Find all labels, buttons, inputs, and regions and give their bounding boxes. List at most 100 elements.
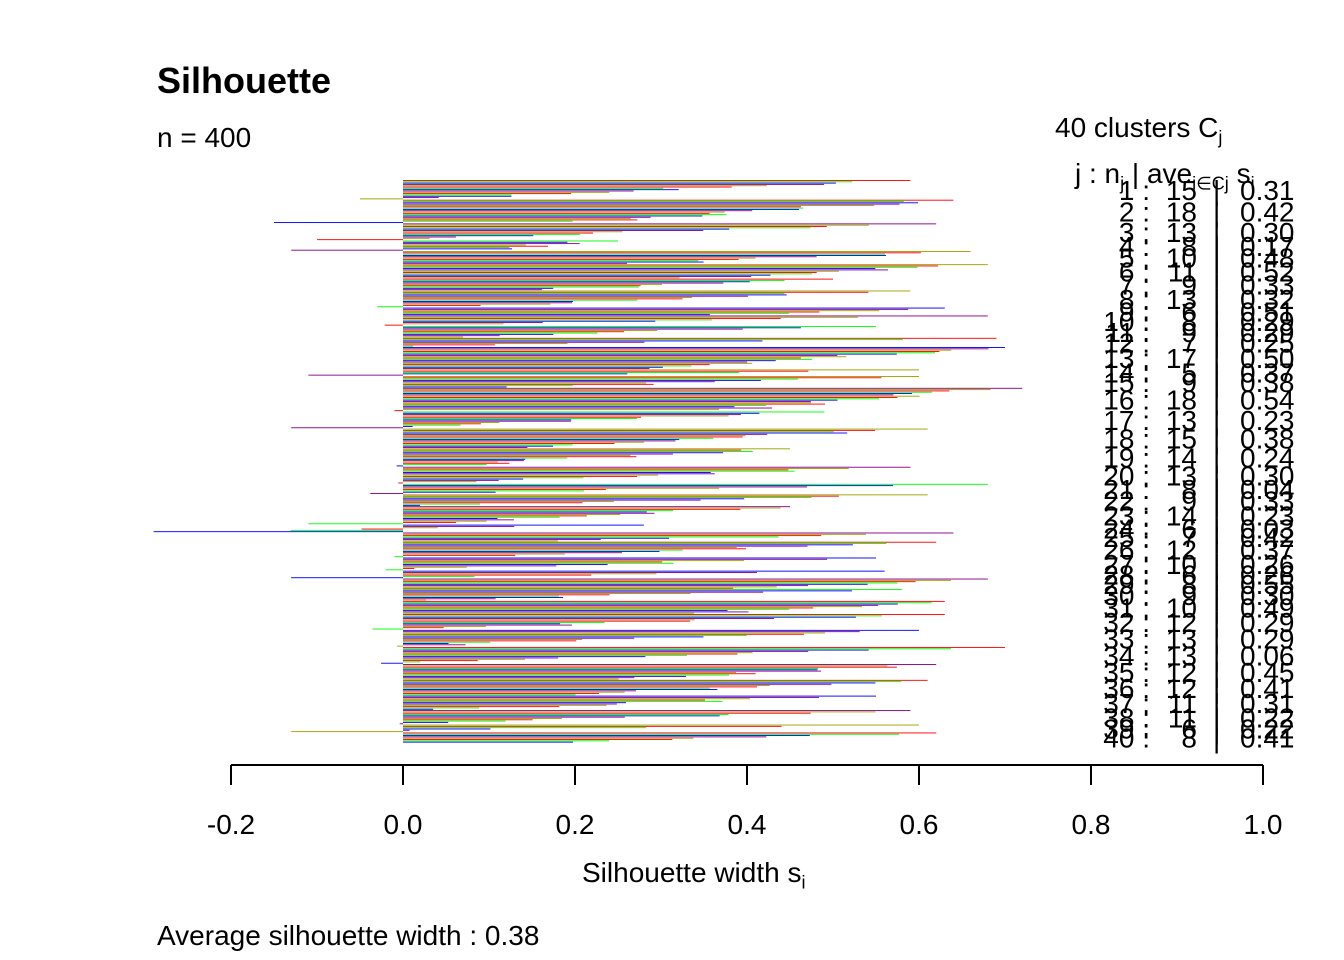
silhouette-bar xyxy=(403,274,771,276)
silhouette-bar xyxy=(403,520,487,522)
silhouette-bar xyxy=(403,204,875,206)
silhouette-bar xyxy=(403,665,888,667)
sample-size-label: n = 400 xyxy=(157,122,252,153)
silhouette-bar xyxy=(403,637,635,639)
silhouette-bar xyxy=(403,264,988,266)
silhouette-bar xyxy=(399,723,403,725)
silhouette-bar xyxy=(403,497,812,498)
silhouette-bar xyxy=(403,632,826,634)
silhouette-bar xyxy=(403,231,623,233)
cluster-label: 38 :11 | 0.22 xyxy=(1103,702,1294,733)
x-tick-label: 0.6 xyxy=(900,809,939,840)
silhouette-bar xyxy=(403,228,730,230)
silhouette-bar xyxy=(403,508,741,510)
silhouette-bar xyxy=(403,606,862,608)
silhouette-bar xyxy=(403,345,414,347)
silhouette-bar xyxy=(403,507,781,509)
x-tick-label: 1.0 xyxy=(1244,809,1283,840)
silhouette-bar xyxy=(403,408,720,410)
cluster-label: 35 :12 | 0.45 xyxy=(1103,657,1294,688)
bars-group xyxy=(153,180,1023,743)
silhouette-bar xyxy=(403,343,568,345)
silhouette-bar xyxy=(403,199,954,201)
silhouette-bar xyxy=(403,610,728,612)
silhouette-bar xyxy=(403,258,739,260)
cluster-label: 1 :15 | 0.31 xyxy=(1119,175,1295,206)
silhouette-bar xyxy=(403,279,785,281)
silhouette-bar xyxy=(403,423,481,425)
silhouette-bar xyxy=(403,240,618,242)
cluster-label: 6 :11 | 0.52 xyxy=(1119,256,1295,287)
silhouette-bar xyxy=(403,525,515,527)
silhouette-bar xyxy=(403,539,601,541)
silhouette-bar xyxy=(403,283,662,285)
silhouette-bar xyxy=(403,578,988,580)
silhouette-bar xyxy=(403,308,909,310)
silhouette-bar xyxy=(403,248,512,250)
silhouette-bar xyxy=(403,361,748,363)
silhouette-bar xyxy=(381,662,403,664)
cluster-label: 26 :12 | 0.37 xyxy=(1103,535,1294,566)
silhouette-bar xyxy=(403,227,811,229)
silhouette-bar xyxy=(403,562,674,564)
silhouette-bar xyxy=(403,219,638,221)
silhouette-bar xyxy=(403,447,528,448)
silhouette-bar xyxy=(403,195,512,197)
silhouette-bar xyxy=(403,737,694,739)
silhouette-bar xyxy=(403,572,757,573)
silhouette-bar xyxy=(403,445,553,447)
silhouette-bar xyxy=(403,337,997,339)
silhouette-bar xyxy=(403,699,705,701)
silhouette-bar xyxy=(403,452,724,454)
silhouette-bar xyxy=(403,670,821,672)
silhouette-bar xyxy=(403,281,750,283)
silhouette-bar xyxy=(403,312,790,314)
silhouette-bar xyxy=(403,704,607,706)
silhouette-bar xyxy=(403,631,860,633)
silhouette-bar xyxy=(403,278,833,280)
cluster-label: 4 :8 | 0.17 xyxy=(1119,231,1295,262)
silhouette-bar xyxy=(403,678,619,680)
silhouette-bar xyxy=(403,201,904,202)
silhouette-bar xyxy=(291,249,403,251)
silhouette-bar xyxy=(403,252,921,254)
silhouette-bar xyxy=(403,322,543,323)
silhouette-bar xyxy=(403,535,822,537)
silhouette-bar xyxy=(403,537,670,539)
silhouette-bar xyxy=(403,515,587,517)
silhouette-bar xyxy=(403,404,767,406)
cluster-label: 33 :13 | 0.29 xyxy=(1103,623,1294,654)
silhouette-bar xyxy=(403,402,811,404)
silhouette-bar xyxy=(403,693,599,694)
silhouette-bar xyxy=(403,607,814,609)
silhouette-bar xyxy=(403,412,760,414)
silhouette-bar xyxy=(403,314,710,316)
silhouette-bar xyxy=(403,386,507,388)
cluster-label: 18 :15 | 0.38 xyxy=(1103,424,1294,455)
x-axis-label-text: Silhouette width s xyxy=(582,857,802,888)
cluster-label: 19 :14 | 0.24 xyxy=(1103,443,1294,474)
silhouette-bar xyxy=(403,353,897,355)
silhouette-bar xyxy=(403,739,673,740)
silhouette-bar xyxy=(403,677,635,679)
silhouette-bar xyxy=(403,377,882,379)
silhouette-bar xyxy=(403,650,809,652)
column-heading: j : nj | avei∈Cj si xyxy=(1075,158,1255,195)
silhouette-bar xyxy=(403,524,644,526)
silhouette-bar xyxy=(396,465,403,467)
silhouette-bar xyxy=(403,648,952,650)
silhouette-bar xyxy=(403,473,715,475)
silhouette-bar xyxy=(403,272,817,273)
silhouette-bar xyxy=(403,639,583,640)
silhouette-bar xyxy=(403,469,789,471)
silhouette-bar xyxy=(403,358,813,360)
silhouette-bar xyxy=(403,506,790,508)
silhouette-bar xyxy=(403,669,818,671)
cluster-label: 15 :9 | 0.38 xyxy=(1103,367,1294,398)
silhouette-bar xyxy=(403,543,887,544)
silhouette-bar xyxy=(291,577,403,579)
silhouette-bar xyxy=(403,203,900,205)
silhouette-bar xyxy=(403,295,748,297)
silhouette-bar xyxy=(397,645,403,647)
silhouette-bar xyxy=(403,657,559,659)
